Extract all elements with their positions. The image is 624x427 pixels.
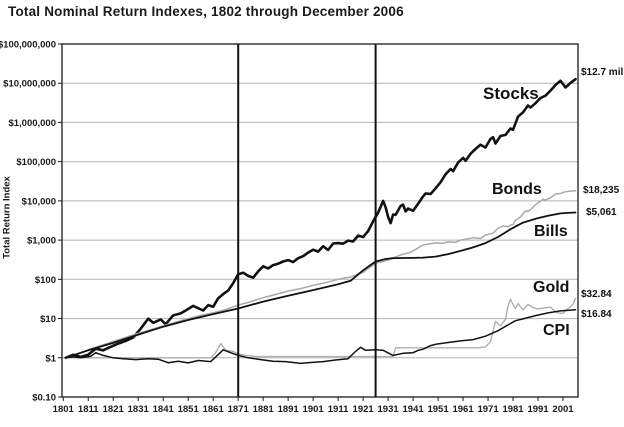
x-tick-label: 1981 (502, 404, 524, 415)
end-value-bonds: $18,235 (583, 185, 620, 196)
x-tick-label: 1881 (253, 404, 275, 415)
y-tick-label: $10 (40, 314, 56, 325)
x-tick-label: 1971 (477, 404, 499, 415)
x-tick-label: 1931 (378, 404, 400, 415)
x-tick-label: 1851 (178, 404, 200, 415)
end-value-gold: $32.84 (581, 289, 612, 300)
x-tick-label: 1811 (78, 404, 99, 415)
end-value-stocks: $12.7 mil (581, 67, 624, 78)
y-tick-label: $10,000,000 (3, 79, 56, 90)
end-value-cpi: $16.84 (581, 309, 612, 320)
x-tick-label: 1901 (303, 404, 325, 415)
y-tick-label: $1,000 (27, 236, 56, 247)
x-tick-label: 1921 (353, 404, 375, 415)
series-label-gold: Gold (533, 279, 570, 296)
x-tick-label: 1951 (427, 404, 449, 415)
x-tick-label: 1871 (228, 404, 250, 415)
series-line-bonds (64, 189, 577, 359)
y-tick-label: $1,000,000 (8, 118, 56, 129)
y-tick-label: $10,000 (22, 196, 56, 207)
x-tick-label: 1831 (128, 404, 150, 415)
y-tick-label: $100 (35, 275, 56, 286)
x-tick-label: 1841 (153, 404, 175, 415)
series-line-bills (64, 211, 577, 359)
y-tick-label: $100,000,000 (0, 40, 56, 51)
series-line-stocks (64, 77, 577, 360)
x-tick-label: 1911 (328, 404, 349, 415)
chart-title: Total Nominal Return Indexes, 1802 throu… (8, 4, 404, 19)
series-label-cpi: CPI (543, 322, 570, 339)
series-line-cpi (64, 308, 577, 365)
end-value-bills: $5,061 (586, 207, 617, 218)
y-tick-label: $100,000 (16, 157, 56, 168)
series-label-bills: Bills (534, 223, 568, 240)
x-tick-label: 1891 (278, 404, 300, 415)
x-tick-label: 1961 (452, 404, 474, 415)
series-label-stocks: Stocks (483, 84, 539, 103)
y-tick-label: $0.10 (32, 393, 56, 404)
x-tick-label: 1941 (403, 404, 425, 415)
y-tick-label: $1 (45, 353, 56, 364)
x-tick-label: 1991 (527, 404, 549, 415)
series-label-bonds: Bonds (492, 181, 542, 198)
x-tick-label: 1801 (53, 404, 75, 415)
x-tick-label: 1861 (203, 404, 225, 415)
x-tick-label: 1821 (103, 404, 125, 415)
plot-border (61, 43, 579, 398)
x-tick-label: 2001 (552, 404, 574, 415)
